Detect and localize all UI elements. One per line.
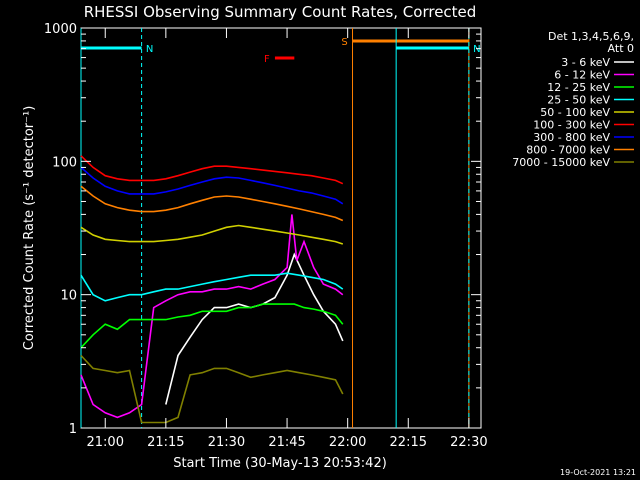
series-line — [80, 185, 344, 222]
legend-entry-label: 12 - 25 keV — [547, 81, 610, 94]
flag-label: S — [341, 37, 347, 48]
x-tick-label: 21:30 — [208, 435, 245, 450]
chart-title: RHESSI Observing Summary Count Rates, Co… — [84, 3, 477, 21]
flag-label: F — [264, 54, 270, 65]
y-tick-label: 10 — [60, 289, 77, 304]
x-tick-label: 21:00 — [87, 435, 124, 450]
series-line — [80, 155, 344, 185]
timestamp: 19-Oct-2021 13:21 — [560, 468, 636, 477]
legend-entry-label: 25 - 50 keV — [547, 94, 610, 107]
series-line — [80, 303, 344, 349]
legend-header: Det 1,3,4,5,6,9, — [548, 30, 634, 43]
legend-entry-label: 100 - 300 keV — [533, 119, 610, 132]
x-tick-label: 22:30 — [450, 435, 487, 450]
x-tick-label: 22:00 — [329, 435, 366, 450]
series-line — [80, 214, 344, 419]
x-axis-label: Start Time (30-May-13 20:53:42) — [173, 456, 387, 471]
y-tick-label: 100 — [52, 155, 77, 170]
y-tick-label: 1000 — [44, 22, 77, 37]
legend-entry-label: 800 - 7000 keV — [526, 144, 610, 157]
observing-flags: N F S N — [80, 28, 481, 428]
legend-entry-label: 50 - 100 keV — [540, 106, 610, 119]
legend-entry-label: 6 - 12 keV — [554, 69, 610, 82]
legend-header: Att 0 — [608, 42, 634, 55]
legend-entry-label: 7000 - 15000 keV — [512, 156, 610, 169]
axes: 21:00 21:15 21:30 21:45 22:00 22:15 22:30 1 10 10… — [44, 22, 488, 450]
plot-area — [80, 27, 482, 429]
series-line — [80, 354, 344, 424]
legend-entry-label: 3 - 6 keV — [561, 56, 610, 69]
series-line — [80, 166, 344, 205]
legend-entry-label: 300 - 800 keV — [533, 131, 610, 144]
series-lines — [80, 155, 344, 424]
y-axis-label: Corrected Count Rate (s⁻¹ detector⁻¹) — [22, 106, 37, 351]
series-line — [80, 224, 344, 245]
series-line — [165, 252, 344, 405]
x-tick-label: 21:15 — [147, 435, 184, 450]
flag-label: N — [146, 44, 153, 55]
y-tick-label: 1 — [69, 422, 77, 437]
x-tick-label: 21:45 — [268, 435, 305, 450]
series-line — [80, 272, 344, 302]
x-tick-label: 22:15 — [390, 435, 427, 450]
flag-label: N — [473, 44, 480, 55]
